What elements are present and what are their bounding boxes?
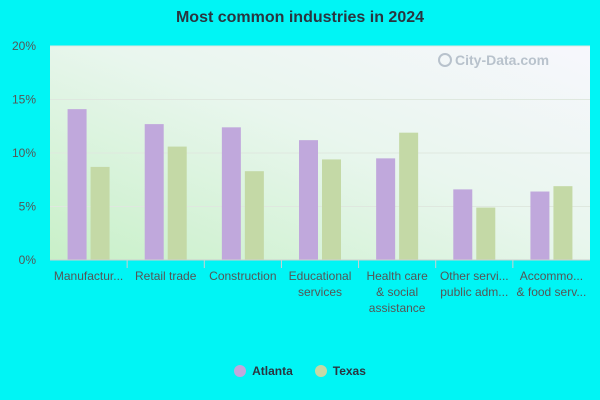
x-tick-label: services <box>298 285 342 299</box>
x-tick-label: public adm... <box>440 285 508 299</box>
x-tick-label: & food serv... <box>517 285 587 299</box>
bar-texas[interactable] <box>167 146 187 260</box>
bar-atlanta[interactable] <box>299 140 318 260</box>
bar-atlanta[interactable] <box>376 158 396 260</box>
watermark-text: City-Data.com <box>455 52 550 68</box>
x-tick-label: Health care <box>366 269 428 283</box>
legend-item-texas[interactable]: Texas <box>314 364 366 378</box>
magnifier-icon <box>438 53 452 67</box>
bar-texas[interactable] <box>90 166 110 260</box>
legend-swatch-texas <box>314 365 327 377</box>
legend: Atlanta Texas <box>0 364 600 378</box>
x-tick-label: & social <box>376 285 418 299</box>
bar-atlanta[interactable] <box>221 127 241 260</box>
bar-texas[interactable] <box>399 132 419 260</box>
y-tick-label: 10% <box>12 146 36 160</box>
bar-atlanta[interactable] <box>67 109 87 260</box>
bar-atlanta[interactable] <box>530 191 550 260</box>
bar-atlanta[interactable] <box>453 189 473 260</box>
x-tick-label: Accommo... <box>520 269 583 283</box>
y-tick-label: 5% <box>19 200 37 214</box>
y-tick-label: 15% <box>12 93 36 107</box>
chart-title: Most common industries in 2024 <box>175 9 425 26</box>
x-tick-label: Manufactur... <box>54 269 123 283</box>
legend-item-atlanta[interactable]: Atlanta <box>234 364 293 378</box>
legend-label-atlanta: Atlanta <box>252 364 293 378</box>
x-tick-label: Other servi... <box>440 269 509 283</box>
x-tick-label: assistance <box>369 301 426 315</box>
x-tick-label: Retail trade <box>135 269 197 283</box>
y-tick-label: 20% <box>12 39 36 53</box>
legend-label-texas: Texas <box>332 364 366 378</box>
x-tick-label: Construction <box>209 269 276 283</box>
watermark: City-Data.com <box>438 52 549 68</box>
y-tick-label: 0% <box>19 253 37 267</box>
legend-swatch-atlanta <box>234 365 247 377</box>
bar-texas[interactable] <box>244 171 264 260</box>
bar-atlanta[interactable] <box>144 124 164 260</box>
x-tick-label: Educational <box>289 269 352 283</box>
bar-texas[interactable] <box>322 159 341 260</box>
bar-texas[interactable] <box>553 186 573 260</box>
bar-texas[interactable] <box>476 207 496 260</box>
